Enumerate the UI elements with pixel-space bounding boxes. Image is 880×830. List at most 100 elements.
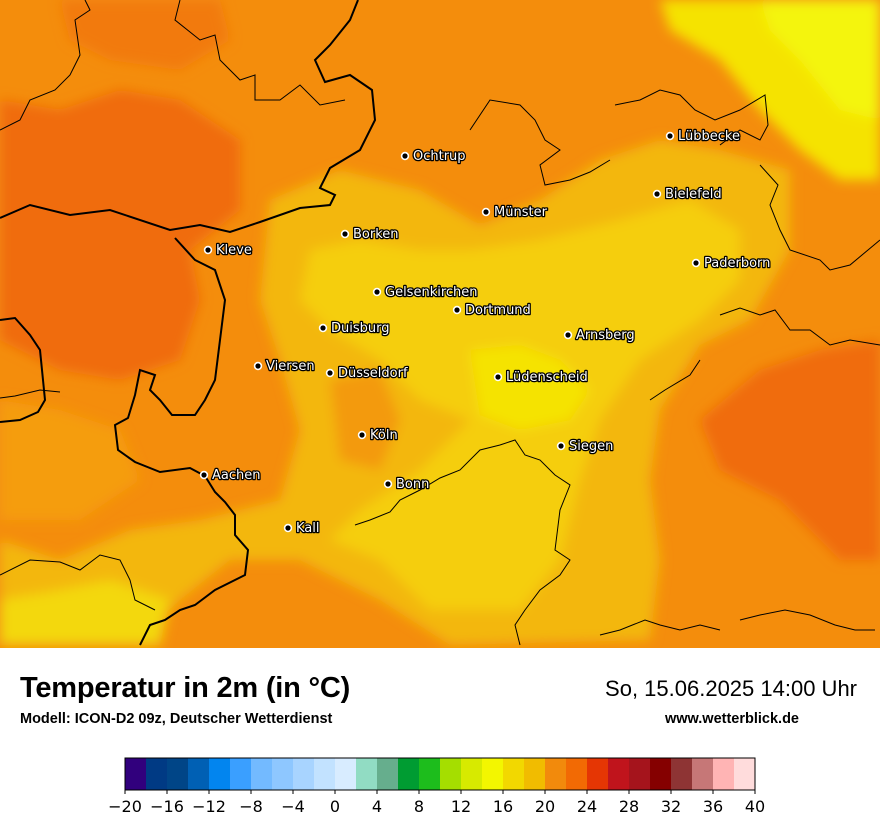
legend-tick-label: 0 — [330, 797, 340, 816]
city-dot — [652, 189, 662, 199]
city-dot — [203, 245, 213, 255]
legend-color-box — [587, 758, 609, 790]
legend-color-box — [230, 758, 252, 790]
legend-color-box — [272, 758, 294, 790]
nl-border — [0, 0, 377, 234]
city-label: Aachen — [212, 468, 260, 483]
legend-color-box — [524, 758, 546, 790]
legend-color-box — [398, 758, 420, 790]
legend-tick-label: −16 — [150, 797, 184, 816]
city-dot — [665, 131, 675, 141]
city-label: Ochtrup — [413, 149, 466, 164]
legend-tick-label: −4 — [281, 797, 305, 816]
city-gelsenkirchen: Gelsenkirchen — [372, 284, 479, 301]
website-link[interactable]: www.wetterblick.de — [664, 711, 799, 727]
city-label: Borken — [353, 227, 399, 242]
city-duisburg: Duisburg — [318, 320, 391, 337]
city-label: Kall — [296, 521, 320, 536]
city-dot — [199, 470, 209, 480]
city-dot — [283, 523, 293, 533]
city-aachen: Aachen — [199, 467, 262, 484]
temperature-map: Lübbecke Ochtrup Bielefeld Münster Borken Kle… — [0, 0, 880, 648]
city-dot — [383, 479, 393, 489]
legend-color-box — [356, 758, 378, 790]
legend-color-box — [440, 758, 462, 790]
city-bonn: Bonn — [383, 476, 431, 493]
city-dot — [452, 305, 462, 315]
legend-color-box — [125, 758, 147, 790]
city-label: Siegen — [569, 439, 613, 454]
legend-color-box — [209, 758, 231, 790]
legend-color-box — [293, 758, 315, 790]
city-markers: Lübbecke Ochtrup Bielefeld Münster Borken Kle… — [199, 128, 772, 537]
area-24-26-sw — [0, 580, 170, 645]
be-border — [0, 316, 47, 423]
city-label: Lüdenscheid — [506, 370, 588, 385]
legend-color-box — [314, 758, 336, 790]
area-24-26 — [470, 345, 590, 430]
city-dot — [372, 287, 382, 297]
city-luebbecke: Lübbecke — [665, 128, 741, 145]
city-label: Bielefeld — [665, 187, 722, 202]
city-dot — [357, 430, 367, 440]
legend-color-box — [671, 758, 693, 790]
legend-color-box — [251, 758, 273, 790]
info-panel: Temperatur in 2m (in °C) Modell: ICON-D2… — [0, 648, 880, 830]
city-label: Bonn — [396, 477, 429, 492]
city-dot — [563, 330, 573, 340]
area-18-20-cgn — [330, 370, 400, 470]
city-dot — [340, 229, 350, 239]
legend-tick-label: 20 — [535, 797, 555, 816]
city-label: Kleve — [216, 243, 252, 258]
legend-color-box — [146, 758, 168, 790]
legend-tick-label: −12 — [192, 797, 226, 816]
city-dot — [325, 368, 335, 378]
legend-tick-label: 16 — [493, 797, 513, 816]
legend-color-box — [419, 758, 441, 790]
temperature-field — [0, 0, 880, 648]
color-legend: −20 −16 −12 −8 −4 0 4 8 12 16 20 24 28 32 36 40 — [108, 757, 765, 816]
legend-tick-label: 40 — [745, 797, 765, 816]
legend-color-box — [566, 758, 588, 790]
city-dortmund: Dortmund — [452, 302, 532, 319]
city-borken: Borken — [340, 226, 400, 243]
legend-tick-label: 8 — [414, 797, 424, 816]
legend-tick-label: 36 — [703, 797, 723, 816]
legend-color-box — [188, 758, 210, 790]
city-label: Gelsenkirchen — [385, 285, 478, 300]
city-label: Lübbecke — [678, 129, 740, 144]
legend-color-box — [629, 758, 651, 790]
legend-color-bar — [124, 757, 756, 791]
area-26-28-ne — [760, 0, 880, 120]
legend-color-box — [650, 758, 672, 790]
city-label: Viersen — [266, 359, 315, 374]
city-label: Köln — [370, 428, 398, 443]
model-info: Modell: ICON-D2 09z, Deutscher Wetterdie… — [20, 711, 333, 727]
city-koeln: Köln — [357, 427, 399, 444]
valid-datetime: So, 15.06.2025 14:00 Uhr — [605, 676, 857, 701]
city-label: Düsseldorf — [338, 366, 408, 381]
legend-color-box — [545, 758, 567, 790]
legend-tick-label: −8 — [239, 797, 263, 816]
city-ochtrup: Ochtrup — [400, 148, 467, 165]
legend-color-box — [335, 758, 357, 790]
legend-tick-label: 32 — [661, 797, 681, 816]
city-dot — [253, 361, 263, 371]
city-label: Paderborn — [704, 256, 770, 271]
city-dot — [691, 258, 701, 268]
area-20-22-w — [0, 400, 140, 520]
legend-tick-label: −20 — [108, 797, 142, 816]
city-muenster: Münster — [481, 204, 549, 221]
area-18-20-e — [700, 340, 880, 560]
city-bielefeld: Bielefeld — [652, 186, 723, 203]
legend-outline — [124, 757, 756, 791]
legend-color-box — [482, 758, 504, 790]
map-title: Temperatur in 2m (in °C) — [20, 672, 351, 704]
legend-tick-label: 28 — [619, 797, 639, 816]
city-kleve: Kleve — [203, 242, 253, 259]
legend-tick-labels: −20 −16 −12 −8 −4 0 4 8 12 16 20 24 28 32 36 40 — [108, 790, 765, 816]
legend-color-box — [713, 758, 735, 790]
city-kall: Kall — [283, 520, 321, 537]
legend-color-box — [461, 758, 483, 790]
city-viersen: Viersen — [253, 358, 316, 375]
